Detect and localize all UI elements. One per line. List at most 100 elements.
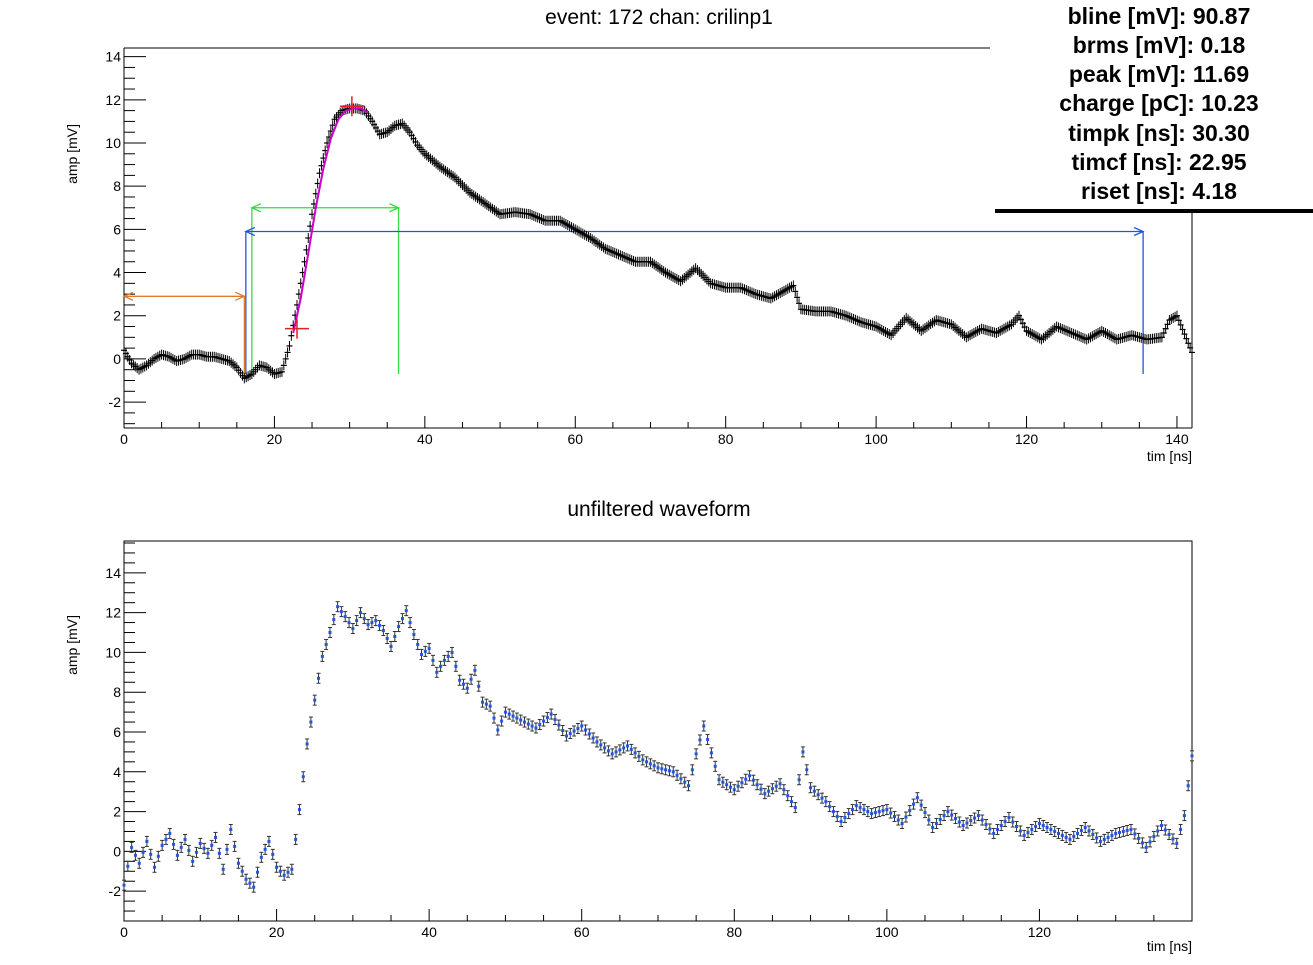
- point-mark: [671, 770, 675, 774]
- point-mark: [599, 743, 603, 747]
- data-point: [636, 750, 641, 762]
- data-point: [675, 769, 680, 781]
- point-mark: [629, 747, 633, 751]
- stats-box: bline [mV]: 90.87 brms [mV]: 0.18 peak […: [995, 0, 1313, 213]
- x-tick-label: 120: [1028, 924, 1052, 940]
- point-mark: [664, 768, 668, 772]
- data-point: [129, 841, 134, 853]
- point-mark: [1034, 824, 1038, 828]
- point-mark: [1190, 754, 1194, 758]
- data-point: [141, 846, 146, 858]
- point-mark: [847, 812, 851, 816]
- point-mark: [591, 736, 595, 740]
- data-point: [846, 808, 851, 820]
- data-point: [224, 843, 229, 855]
- point-mark: [236, 861, 240, 865]
- data-point: [293, 833, 298, 845]
- point-mark: [351, 627, 355, 631]
- point-mark: [1186, 784, 1190, 788]
- point-mark: [206, 851, 210, 855]
- point-mark: [133, 853, 137, 857]
- data-point: [286, 866, 291, 878]
- point-mark: [1118, 830, 1122, 834]
- data-point: [419, 648, 424, 660]
- data-point: [442, 654, 447, 666]
- data-point: [190, 855, 195, 867]
- point-mark: [496, 728, 500, 732]
- data-point: [202, 842, 207, 854]
- point-mark: [553, 718, 557, 722]
- point-mark: [343, 615, 347, 619]
- data-point: [324, 638, 329, 650]
- point-mark: [755, 783, 759, 787]
- point-mark: [126, 864, 130, 868]
- data-point: [1033, 820, 1038, 832]
- point-mark: [240, 869, 244, 873]
- data-point: [247, 877, 252, 889]
- point-mark: [454, 664, 458, 668]
- data-point: [575, 723, 580, 735]
- x-tick-label: 0: [120, 924, 128, 940]
- data-point: [1052, 825, 1057, 837]
- data-point: [312, 694, 317, 706]
- stat-timpk: timpk [ns]: 30.30: [1068, 120, 1250, 146]
- data-point: [1189, 347, 1195, 358]
- data-point: [1067, 833, 1072, 845]
- point-mark: [759, 787, 763, 791]
- point-mark: [969, 819, 973, 823]
- data-point: [854, 800, 859, 812]
- data-point: [793, 802, 798, 814]
- point-mark: [618, 748, 622, 752]
- point-mark: [328, 631, 332, 635]
- x-tick-label: 60: [574, 924, 590, 940]
- point-mark: [851, 808, 855, 812]
- y-tick-label: 4: [113, 265, 121, 281]
- point-mark: [313, 698, 317, 702]
- point-mark: [950, 813, 954, 817]
- data-point: [1174, 837, 1179, 849]
- data-point: [284, 347, 291, 358]
- data-point: [1186, 780, 1191, 792]
- point-mark: [706, 737, 710, 741]
- data-point: [903, 811, 908, 823]
- point-mark: [465, 686, 469, 690]
- x-tick-label: 60: [567, 431, 583, 447]
- data-point: [144, 835, 149, 847]
- point-mark: [538, 723, 542, 727]
- x-tick-label: 40: [421, 924, 437, 940]
- data-point: [434, 666, 439, 678]
- data-point: [842, 812, 847, 824]
- point-mark: [927, 818, 931, 822]
- data-point: [659, 763, 664, 775]
- point-mark: [1026, 830, 1030, 834]
- data-point: [556, 719, 561, 731]
- top-fit-curve: [292, 107, 369, 334]
- point-mark: [1095, 836, 1099, 840]
- point-mark: [622, 746, 626, 750]
- data-point: [991, 827, 996, 839]
- point-mark: [515, 716, 519, 720]
- data-point: [389, 640, 393, 652]
- point-mark: [980, 818, 984, 822]
- marker-cross-0: [284, 318, 309, 339]
- point-mark: [728, 785, 732, 789]
- data-point: [747, 770, 752, 782]
- data-point: [789, 796, 794, 808]
- point-mark: [873, 811, 877, 815]
- data-point: [758, 783, 763, 795]
- data-point: [549, 708, 554, 720]
- bottom-y-axis-label: amp [mV]: [64, 615, 80, 675]
- data-point: [331, 614, 336, 626]
- data-point: [736, 780, 741, 792]
- x-tick-label: 100: [875, 924, 899, 940]
- x-tick-label: 20: [267, 431, 283, 447]
- data-point: [724, 779, 729, 791]
- point-mark: [790, 800, 793, 804]
- data-point: [671, 766, 676, 778]
- data-point: [579, 720, 584, 732]
- point-mark: [347, 621, 351, 625]
- y-tick-label: 0: [113, 351, 121, 367]
- point-mark: [896, 818, 900, 822]
- data-point: [408, 617, 413, 629]
- data-point: [507, 708, 512, 720]
